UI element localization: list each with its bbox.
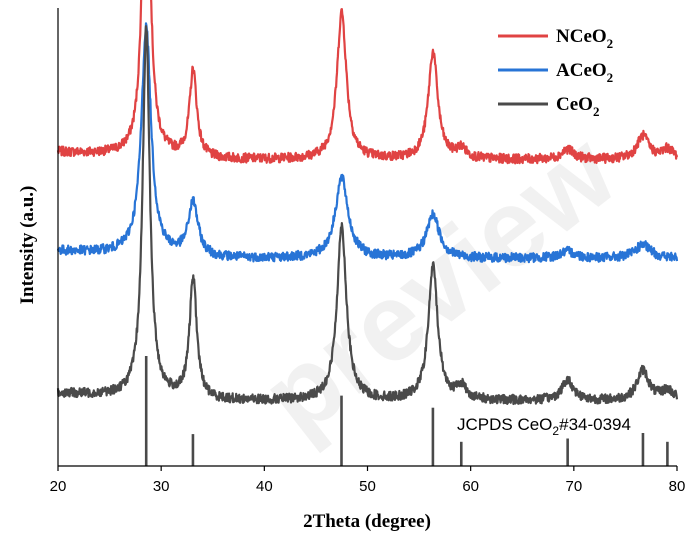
legend-label-sub: 2	[607, 70, 614, 85]
series-group	[56, 0, 679, 406]
watermark: preview	[239, 110, 638, 459]
reference-lines	[144, 356, 669, 466]
x-tick-label: 60	[462, 478, 479, 495]
legend-label-base: ACeO	[556, 60, 607, 81]
reference-label-prefix: JCPDS CeO	[457, 415, 552, 434]
legend-label-base: CeO	[556, 94, 593, 115]
series-line-aceo2	[56, 22, 679, 264]
legend-label: ACeO2	[556, 60, 613, 85]
x-ticks: 20 30 40 50 60 70 80	[50, 466, 686, 495]
x-tick-label: 70	[565, 478, 582, 495]
x-tick-label: 80	[669, 478, 686, 495]
legend-label-base: NCeO	[556, 26, 607, 47]
series-line-ceo2	[56, 25, 679, 406]
legend-label: CeO2	[556, 94, 599, 119]
series-line-nceo2	[56, 0, 679, 165]
reference-label-sub: 2	[552, 424, 559, 438]
x-axis-label: 2Theta (degree)	[303, 511, 431, 532]
x-tick-label: 50	[359, 478, 376, 495]
x-tick-label: 20	[50, 478, 67, 495]
legend-label-sub: 2	[607, 36, 614, 51]
y-axis-label: Intensity (a.u.)	[17, 186, 38, 305]
x-tick-label: 40	[256, 478, 273, 495]
reference-label: JCPDS CeO2#34-0394	[457, 415, 631, 438]
reference-label-suffix: #34-0394	[559, 415, 631, 434]
x-tick-label: 30	[153, 478, 170, 495]
legend-label-sub: 2	[593, 104, 600, 119]
legend-label: NCeO2	[556, 26, 613, 51]
